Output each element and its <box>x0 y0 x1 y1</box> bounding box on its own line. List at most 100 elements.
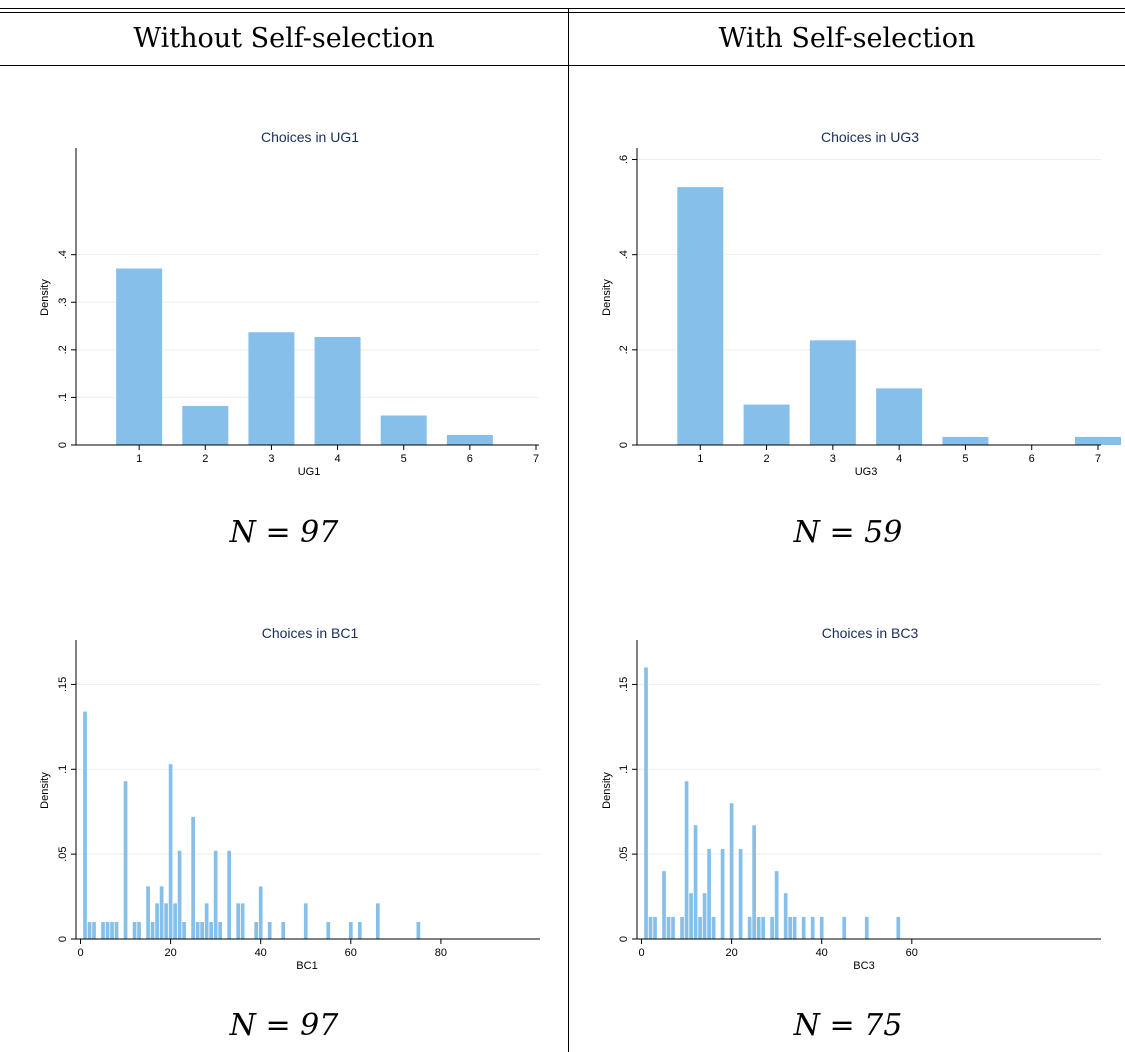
bar <box>314 336 361 445</box>
bar <box>644 667 648 939</box>
bar <box>747 916 752 939</box>
bar <box>227 850 232 939</box>
y-tick-label: .1 <box>57 765 69 774</box>
y-tick-label: .05 <box>618 846 630 861</box>
bar <box>809 340 856 445</box>
top-rule-1 <box>0 8 1125 9</box>
bar <box>281 922 286 939</box>
bar <box>348 922 353 939</box>
bar <box>774 871 779 939</box>
x-tick-label: 5 <box>401 453 407 465</box>
x-tick-label: 2 <box>202 453 208 465</box>
chart-panel-ug3: Choices in UG3 0 .2 .4 .6 Density 1 2 3 4 5 6 7 UG3 <box>565 120 1121 500</box>
bar <box>87 922 92 939</box>
bar <box>864 916 869 939</box>
x-tick-label: 3 <box>268 453 274 465</box>
bar <box>200 922 204 939</box>
bar <box>191 816 195 939</box>
bar <box>711 916 716 939</box>
y-tick-label: .3 <box>57 298 69 307</box>
chart-ug3: Choices in UG3 0 .2 .4 .6 Density 1 2 3 4 5 6 7 UG3 <box>601 129 1121 478</box>
x-tick-label: 2 <box>764 453 770 465</box>
y-tick-label: .6 <box>618 155 630 164</box>
x-tick-label: 3 <box>830 453 836 465</box>
bar <box>218 922 223 939</box>
x-tick-label: 20 <box>164 947 176 959</box>
x-tick-label: 7 <box>1095 453 1101 465</box>
bar <box>729 803 734 939</box>
y-tick-label: 0 <box>57 442 69 448</box>
x-tick-label: 0 <box>638 947 644 959</box>
bar <box>236 903 241 939</box>
chart-title: Choices in UG1 <box>261 129 359 145</box>
x-tick-label: 1 <box>136 453 142 465</box>
chart-panel-ug1: Choices in UG1 0 .1 .2 .3 .4 Density 1 2 3 4 5 6 7 UG1 <box>0 120 560 500</box>
y-axis-label: Density <box>39 772 51 809</box>
n-label-ug1: N = 97 <box>229 515 339 550</box>
bar <box>303 903 308 939</box>
x-tick-label: 80 <box>435 947 447 959</box>
y-tick-label: 0 <box>57 936 69 942</box>
y-tick-label: .15 <box>57 677 69 692</box>
bar <box>267 922 272 939</box>
bar <box>150 922 155 939</box>
bar <box>123 781 128 939</box>
bar <box>114 922 119 939</box>
bar <box>159 886 164 939</box>
bar <box>132 922 137 939</box>
bar <box>240 903 245 939</box>
y-axis-label: Density <box>601 772 613 809</box>
bar <box>783 893 788 939</box>
bar <box>677 187 724 445</box>
bar <box>801 916 806 939</box>
x-tick-label: 5 <box>962 453 968 465</box>
column-header-without-self-selection: Without Self-selection <box>133 23 435 54</box>
bar <box>788 916 793 939</box>
top-rule-2 <box>0 12 1125 13</box>
bar <box>326 922 331 939</box>
x-tick-label: 0 <box>77 947 83 959</box>
bar <box>653 916 657 939</box>
y-tick-label: .2 <box>57 345 69 354</box>
chart-title: Choices in BC1 <box>262 625 359 641</box>
bar <box>662 871 666 939</box>
bar <box>680 916 684 939</box>
bar <box>446 435 493 445</box>
x-tick-label: 6 <box>467 453 473 465</box>
y-tick-label: .1 <box>57 393 69 402</box>
chart-panel-bc1: Choices in BC1 0 .05 .1 .15 Density 0 20 40 60 80 B… <box>0 612 560 992</box>
bar <box>842 916 847 939</box>
column-header-with-self-selection: With Self-selection <box>718 23 976 54</box>
y-tick-label: 0 <box>618 442 630 448</box>
bar <box>258 886 263 939</box>
chart-panel-bc3: Choices in BC3 0 .05 .1 .15 Density 0 20 40 60 BC3 <box>565 612 1120 992</box>
bar <box>155 903 159 939</box>
y-axis-label: Density <box>39 279 51 316</box>
x-tick-label: 6 <box>1029 453 1035 465</box>
bar <box>83 711 87 939</box>
bar <box>416 922 421 939</box>
bar <box>684 781 689 939</box>
y-axis-label: Density <box>601 279 613 316</box>
bar <box>702 893 707 939</box>
bar <box>101 922 105 939</box>
y-tick-label: .4 <box>618 250 630 259</box>
bar <box>698 916 702 939</box>
bar <box>182 922 186 939</box>
chart-bc3: Choices in BC3 0 .05 .1 .15 Density 0 20 40 60 BC3 <box>601 625 1101 972</box>
bar <box>770 916 774 939</box>
n-label-bc3: N = 75 <box>793 1008 903 1043</box>
bar <box>116 268 163 445</box>
bar <box>896 916 901 939</box>
chart-title: Choices in BC3 <box>822 625 919 641</box>
x-tick-label: 20 <box>725 947 737 959</box>
bar <box>876 388 923 445</box>
bar <box>380 415 427 445</box>
bar <box>693 825 698 939</box>
bar <box>942 436 989 445</box>
bar <box>195 922 200 939</box>
chart-ug1: Choices in UG1 0 .1 .2 .3 .4 Density 1 2 3 4 5 6 7 UG1 <box>39 129 539 478</box>
bar <box>819 916 824 939</box>
x-axis-label: BC3 <box>853 960 874 972</box>
bar <box>177 850 182 939</box>
